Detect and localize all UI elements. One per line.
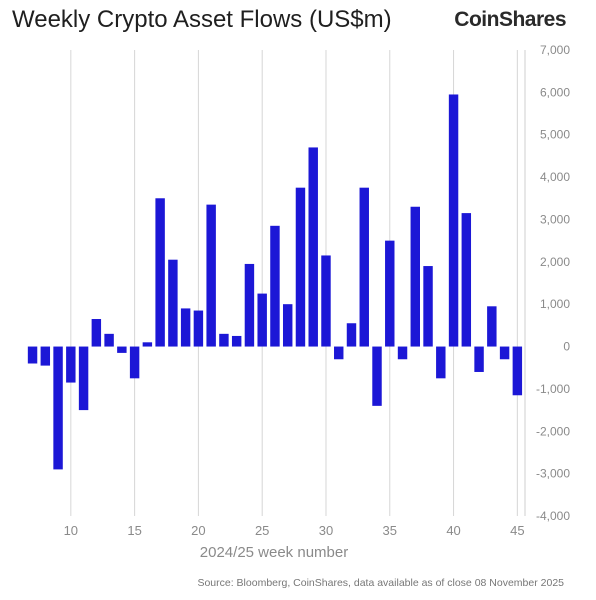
x-tick-label: 35 <box>383 523 397 538</box>
x-axis-label: 2024/25 week number <box>200 544 348 561</box>
x-tick-label: 25 <box>255 523 269 538</box>
bar-week-36 <box>397 346 408 360</box>
bar-week-32 <box>346 323 357 347</box>
bar-week-14 <box>117 346 127 353</box>
x-tick-label: 10 <box>64 523 78 538</box>
chart-title: Weekly Crypto Asset Flows (US$m) <box>12 6 392 33</box>
bar-week-44 <box>499 346 510 360</box>
bar-week-30 <box>321 255 331 347</box>
bar-week-9 <box>53 346 63 470</box>
bar-week-41 <box>461 213 472 347</box>
bar-week-16 <box>142 342 153 347</box>
bar-week-18 <box>168 259 178 347</box>
x-tick-label: 15 <box>127 523 141 538</box>
bar-week-12 <box>91 319 102 347</box>
bar-week-26 <box>270 225 280 347</box>
y-tick-label: 5,000 <box>540 128 570 142</box>
bar-week-27 <box>282 304 293 347</box>
source-note: Source: Bloomberg, CoinShares, data avai… <box>197 577 564 589</box>
bar-week-43 <box>487 306 497 347</box>
bar-week-37 <box>410 206 420 347</box>
bar-week-33 <box>359 187 369 347</box>
y-tick-label: 1,000 <box>540 297 570 311</box>
x-tick-label: 40 <box>446 523 460 538</box>
x-tick-label: 30 <box>319 523 333 538</box>
y-tick-label: 3,000 <box>540 212 570 226</box>
y-tick-label: -4,000 <box>536 509 570 523</box>
bar-week-15 <box>129 346 140 379</box>
bar-week-22 <box>219 333 229 347</box>
bar-week-8 <box>40 346 51 366</box>
y-tick-label: 7,000 <box>540 43 570 57</box>
bar-week-25 <box>257 293 267 347</box>
bar-week-7 <box>27 346 38 364</box>
bar-week-35 <box>385 240 395 347</box>
y-tick-label: 0 <box>563 340 570 354</box>
bar-week-42 <box>474 346 484 372</box>
bar-week-34 <box>372 346 382 406</box>
bar-week-28 <box>295 187 306 347</box>
bar-week-21 <box>206 204 216 347</box>
bar-week-31 <box>334 346 344 360</box>
y-tick-label: 4,000 <box>540 170 570 184</box>
bar-week-40 <box>448 94 459 347</box>
bar-week-45 <box>512 346 523 396</box>
bar-week-38 <box>423 266 433 347</box>
bar-week-24 <box>244 263 255 347</box>
x-tick-label: 45 <box>510 523 524 538</box>
y-tick-label: -2,000 <box>536 424 570 438</box>
bar-week-10 <box>66 346 76 383</box>
y-tick-label: 2,000 <box>540 255 570 269</box>
bar-week-13 <box>104 333 114 347</box>
bar-week-19 <box>180 308 191 347</box>
y-tick-label: -1,000 <box>536 382 570 396</box>
y-tick-label: -3,000 <box>536 467 570 481</box>
bar-week-17 <box>155 198 165 347</box>
bar-week-23 <box>231 335 242 347</box>
bar-week-11 <box>78 346 89 411</box>
y-tick-label: 6,000 <box>540 85 570 99</box>
x-tick-label: 20 <box>191 523 205 538</box>
bar-week-20 <box>193 310 204 347</box>
bar-week-29 <box>308 147 318 347</box>
bar-week-39 <box>436 346 446 379</box>
coinshares-logo: CoinShares <box>454 8 566 31</box>
